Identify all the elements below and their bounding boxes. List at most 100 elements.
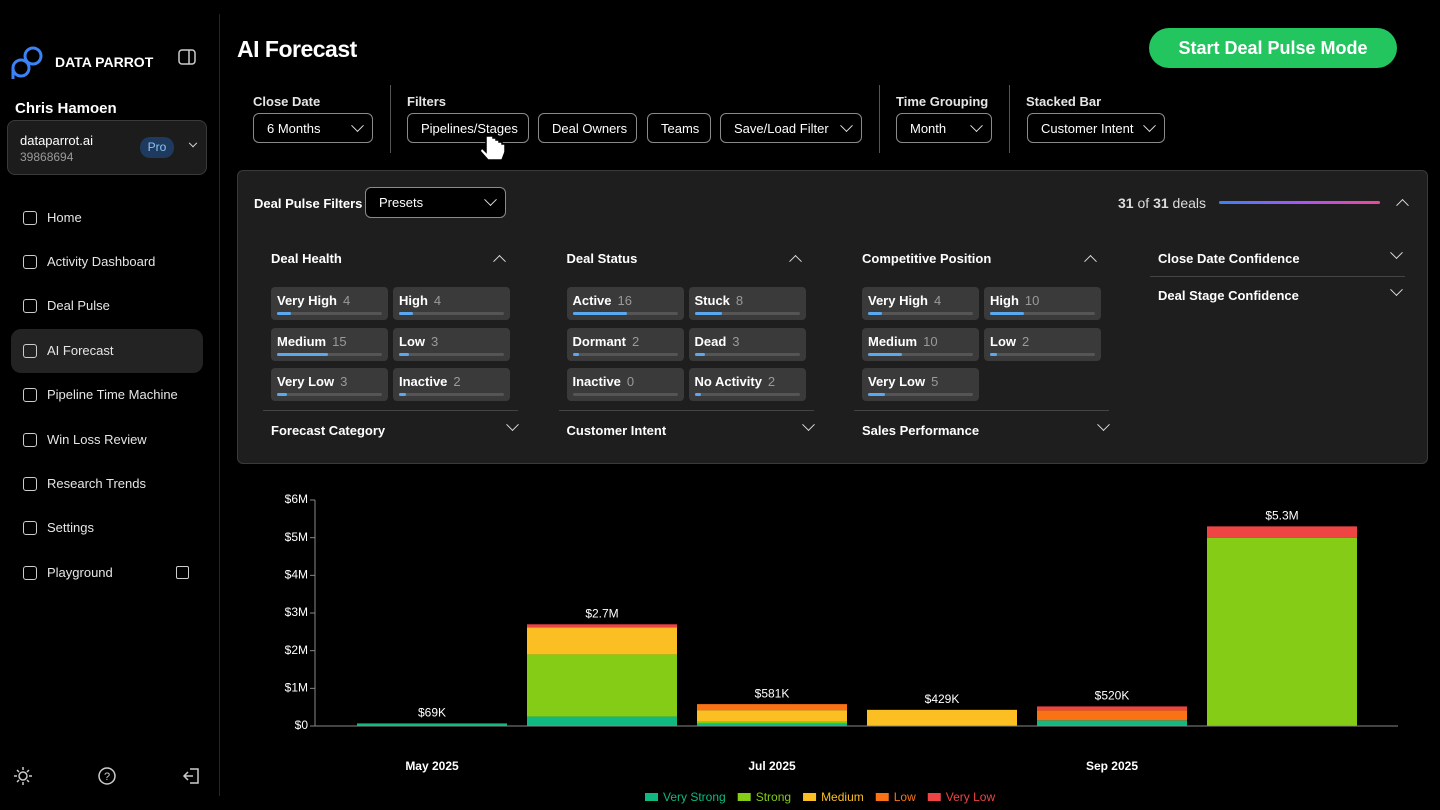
chip-bar [990, 312, 1024, 315]
filter-chip[interactable]: Low 2 [984, 327, 1101, 361]
bar-segment [697, 704, 847, 711]
bar-segment [527, 624, 677, 628]
filter-chip[interactable]: Dead 3 [688, 327, 806, 361]
chip-count: 5 [931, 374, 939, 389]
chart: $0 $1M $2M $3M $4M $5M $6M $69K May 2025 $2.7M $58… [285, 492, 1398, 804]
chip-label: Dormant 2 [573, 334, 640, 349]
y-tick-label: $0 [295, 718, 309, 732]
section-title[interactable]: Deal Stage Confidence [1158, 288, 1299, 303]
chip-track [277, 312, 382, 315]
nav-item[interactable]: AI Forecast [47, 343, 114, 358]
filter-chip[interactable]: High 10 [984, 287, 1101, 320]
logout[interactable] [182, 768, 199, 784]
legend-label: Medium [821, 790, 864, 804]
start-deal-pulse-button[interactable]: Start Deal Pulse Mode [1149, 28, 1397, 68]
dropdown-value: Presets [379, 195, 424, 210]
bar-segment [1037, 710, 1187, 721]
unit-text: deals [1172, 195, 1206, 211]
nav-item[interactable]: Research Trends [47, 476, 146, 491]
chip-label: No Activity 2 [695, 374, 776, 389]
dropdown-value: Month [910, 120, 947, 136]
chip-label: Very High 4 [277, 293, 350, 308]
nav-item[interactable]: Deal Pulse [47, 298, 110, 313]
filter-chip[interactable]: Inactive 0 [566, 368, 684, 401]
presets-dropdown[interactable]: Presets [365, 187, 506, 218]
pill-text: Pipelines/Stages [421, 120, 518, 136]
section-title[interactable]: Close Date Confidence [1158, 251, 1300, 266]
chip-text: Low [399, 333, 425, 349]
total-label: $429K [925, 692, 960, 706]
chevron[interactable] [493, 254, 506, 268]
theme-toggle[interactable] [14, 767, 32, 785]
chevron[interactable] [788, 254, 802, 268]
panel-title: Deal Pulse Filters [254, 196, 363, 211]
nav-item[interactable]: Activity Dashboard [47, 254, 156, 269]
separator [558, 410, 814, 411]
chip-text: Active [572, 293, 612, 308]
org-card[interactable]: dataparrot.ai 39868694 Pro [7, 120, 207, 175]
nav-item[interactable]: Playground [47, 565, 113, 580]
shown-count: 31 [1118, 195, 1134, 211]
filter-chip[interactable]: High 4 [393, 287, 510, 320]
collapse-button[interactable] [178, 49, 196, 65]
total-label: $520K [1095, 689, 1130, 703]
nav-item[interactable]: Pipeline Time Machine [47, 387, 178, 402]
chip-text: Medium [868, 333, 918, 349]
filter-pill[interactable]: Teams [647, 113, 711, 143]
chip-bar [868, 352, 902, 356]
chip-track [868, 312, 973, 315]
filter-pill[interactable]: Pipelines/Stages [407, 113, 529, 143]
total-label: $2.7M [585, 606, 618, 620]
filter-chip[interactable]: No Activity 2 [688, 368, 806, 401]
filter-pill[interactable]: Deal Owners [538, 113, 637, 143]
filter-label: Close Date [253, 94, 321, 109]
nav-item[interactable]: Home [47, 210, 82, 225]
plan-badge: Pro [140, 137, 174, 158]
chevron [1097, 418, 1110, 432]
filter-chip[interactable]: Active 16 [566, 287, 684, 320]
chip-label: Active 16 [573, 293, 633, 308]
chip-bar [399, 352, 410, 356]
chip-bar [694, 312, 722, 315]
filter-pill[interactable]: Save/Load Filter [720, 113, 862, 143]
filter-chip[interactable]: Very Low 3 [271, 368, 388, 401]
nav-icon [23, 255, 37, 269]
section-title[interactable]: Customer Intent [566, 423, 667, 438]
collapse-panel[interactable] [1396, 198, 1409, 212]
chip-bar [990, 352, 997, 356]
legend-label: Very Low [946, 790, 996, 804]
chip-count: 10 [1024, 293, 1040, 308]
close-date-dropdown[interactable]: 6 Months [253, 113, 373, 143]
chip-count: 3 [732, 333, 740, 349]
help[interactable]: ? [98, 767, 116, 785]
filter-chip[interactable]: Low 3 [393, 327, 510, 361]
filter-chip[interactable]: Medium 15 [271, 327, 388, 361]
filter-chip[interactable]: Dormant 2 [566, 327, 684, 361]
total-count: 31 [1153, 195, 1169, 211]
chip-count: 0 [626, 374, 635, 389]
filter-chip[interactable]: Very High 4 [271, 287, 388, 320]
sidebar-divider [219, 14, 220, 796]
group-title: Deal Status [566, 251, 638, 266]
nav-item[interactable]: Settings [47, 520, 94, 535]
stacked-bar-dropdown[interactable]: Customer Intent [1027, 113, 1165, 143]
y-tick-label: $2M [285, 643, 308, 657]
filter-chip[interactable]: Stuck 8 [688, 287, 806, 320]
section-title[interactable]: Forecast Category [271, 423, 386, 438]
chip-bar [694, 352, 705, 356]
legend-label: Very Strong [663, 790, 726, 804]
time-grouping-dropdown[interactable]: Month [896, 113, 992, 143]
chip-track [694, 352, 800, 356]
chevron[interactable] [1084, 254, 1097, 268]
filter-chip[interactable]: Very High 4 [862, 287, 979, 320]
nav-item[interactable]: Win Loss Review [47, 432, 147, 447]
chip-bar [277, 352, 328, 356]
chip-track [990, 312, 1095, 315]
filter-chip[interactable]: Very Low 5 [862, 368, 979, 401]
filter-chip[interactable]: Medium 10 [862, 327, 979, 361]
chip-count: 4 [342, 293, 351, 308]
filter-chip[interactable]: Inactive 2 [393, 368, 510, 401]
section-title[interactable]: Sales Performance [862, 423, 980, 438]
bar-segment [527, 716, 677, 726]
chip-count: 10 [923, 333, 938, 349]
